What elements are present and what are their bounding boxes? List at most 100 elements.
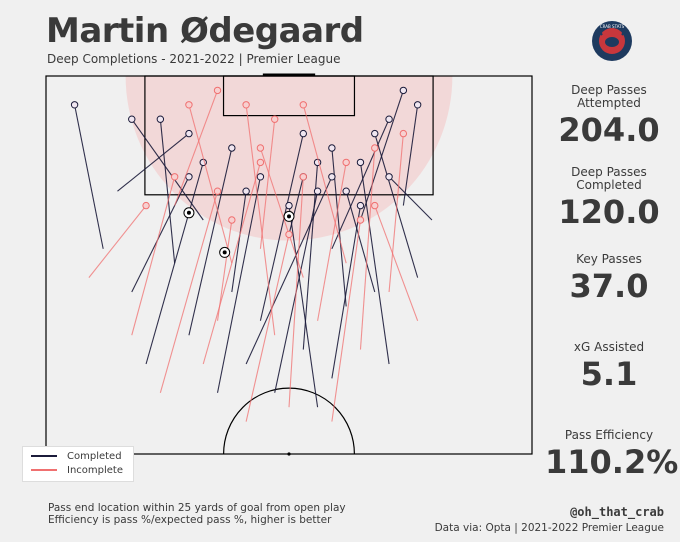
incomplete-pass-line <box>374 205 419 321</box>
incomplete-swatch <box>31 469 57 471</box>
incomplete-pass-line <box>188 104 233 264</box>
stat-pass-efficiency: Pass Efficiency 110.2% <box>545 428 679 481</box>
completed-swatch <box>31 455 57 457</box>
stat-value: 204.0 <box>558 111 660 149</box>
stat-xg-assisted: xG Assisted 5.1 <box>545 340 673 393</box>
incomplete-pass-end <box>256 144 265 152</box>
completed-pass-end <box>328 173 336 181</box>
incomplete-pass-end <box>285 230 293 239</box>
football-icon-centre <box>287 214 291 219</box>
completed-pass-end <box>356 201 365 210</box>
completed-pass-end <box>156 115 165 123</box>
completed-pass-line <box>188 147 233 336</box>
stat-value: 110.2% <box>545 443 679 481</box>
completed-pass-end <box>385 173 393 181</box>
incomplete-pass-end <box>170 173 179 181</box>
incomplete-pass-end <box>399 129 408 138</box>
incomplete-pass-end <box>371 144 379 152</box>
author-handle: @oh_that_crab <box>570 505 664 519</box>
data-source: Data via: Opta | 2021-2022 Premier Leagu… <box>434 522 664 534</box>
completed-pass-end <box>371 129 379 138</box>
completed-pass-line <box>374 133 419 278</box>
completed-pass-end <box>285 201 293 210</box>
incomplete-pass-line <box>174 90 219 206</box>
incomplete-pass-end <box>213 187 222 195</box>
legend-label-incomplete: Incomplete <box>67 464 123 476</box>
incomplete-pass-line <box>245 104 276 336</box>
completed-pass-end <box>385 115 393 123</box>
completed-pass-end <box>413 101 422 109</box>
chart-title: Martin Ødegaard <box>46 11 364 51</box>
incomplete-pass-end <box>299 101 307 109</box>
incomplete-pass-line <box>259 119 276 249</box>
incomplete-pass-line <box>331 219 362 422</box>
completed-pass-line <box>288 205 319 408</box>
completed-pass-line <box>159 119 176 264</box>
stat-label: xG Assisted <box>573 340 645 354</box>
stat-value: 120.0 <box>558 193 660 231</box>
incomplete-pass-line <box>302 104 347 264</box>
completed-pass-line <box>331 118 390 250</box>
svg-text:CRAB STATS: CRAB STATS <box>600 24 625 29</box>
stat-label: Deep Passes Completed <box>571 165 647 192</box>
incomplete-pass-line <box>245 234 290 422</box>
completed-pass-end <box>299 129 307 138</box>
incomplete-pass-line <box>216 219 233 321</box>
completed-pass-end <box>128 115 136 123</box>
stat-deep-passes-completed: Deep Passes Completed 120.0 <box>545 165 673 231</box>
completed-pass-line <box>245 176 333 365</box>
stat-key-passes: Key Passes 37.0 <box>545 252 673 305</box>
completed-pass-line <box>131 176 190 293</box>
legend-label-completed: Completed <box>67 450 122 462</box>
incomplete-pass-end <box>228 216 236 224</box>
legend-item-completed: Completed <box>31 450 122 462</box>
incomplete-pass-end <box>256 158 265 167</box>
incomplete-pass-line <box>159 191 219 393</box>
completed-pass-end <box>228 144 236 152</box>
completed-pass-end <box>256 173 265 181</box>
incomplete-pass-end <box>299 173 307 181</box>
stat-value: 37.0 <box>569 267 649 305</box>
completed-pass-end <box>70 101 79 109</box>
incomplete-pass-line <box>288 176 304 408</box>
completed-pass-line <box>359 162 390 365</box>
incomplete-pass-end <box>371 201 379 210</box>
completed-pass-line <box>259 133 304 321</box>
incomplete-pass-end <box>185 101 193 109</box>
incomplete-pass-line <box>317 162 347 321</box>
stat-label: Key Passes <box>576 252 642 266</box>
completed-pass-end <box>342 187 350 195</box>
completed-pass-end <box>356 158 365 167</box>
footnote-line-1: Pass end location within 25 yards of goa… <box>48 502 346 514</box>
completed-pass-end <box>313 187 322 195</box>
completed-pass-line <box>388 176 433 221</box>
legend-item-incomplete: Incomplete <box>31 464 123 476</box>
incomplete-pass-line <box>88 205 147 278</box>
stat-label: Deep Passes Attempted <box>571 83 647 110</box>
stat-deep-passes-attempted: Deep Passes Attempted 204.0 <box>545 83 673 149</box>
completed-pass-end <box>328 144 336 152</box>
football-icon-centre <box>222 250 227 255</box>
completed-pass-line <box>231 191 247 293</box>
crab-stats-logo: CRAB STATS <box>591 20 633 66</box>
completed-pass-line <box>216 176 261 393</box>
stat-label: Pass Efficiency <box>564 428 654 442</box>
legend: Completed Incomplete <box>22 446 134 482</box>
footnote: Pass end location within 25 yards of goa… <box>48 502 346 526</box>
incomplete-pass-end <box>213 86 222 95</box>
centre-circle <box>223 387 355 455</box>
completed-pass-line <box>345 191 376 293</box>
incomplete-pass-line <box>131 176 176 336</box>
centre-spot <box>287 452 291 456</box>
completed-pass-line <box>402 104 419 206</box>
completed-pass-line <box>74 104 104 249</box>
completed-pass-line <box>131 118 204 221</box>
stat-value: 5.1 <box>580 355 638 393</box>
incomplete-pass-line <box>359 147 376 350</box>
completed-pass-line <box>331 205 362 379</box>
completed-pass-line <box>359 90 404 221</box>
completed-pass-end <box>399 86 408 95</box>
completed-pass-line <box>117 133 190 192</box>
incomplete-pass-end <box>271 115 279 123</box>
